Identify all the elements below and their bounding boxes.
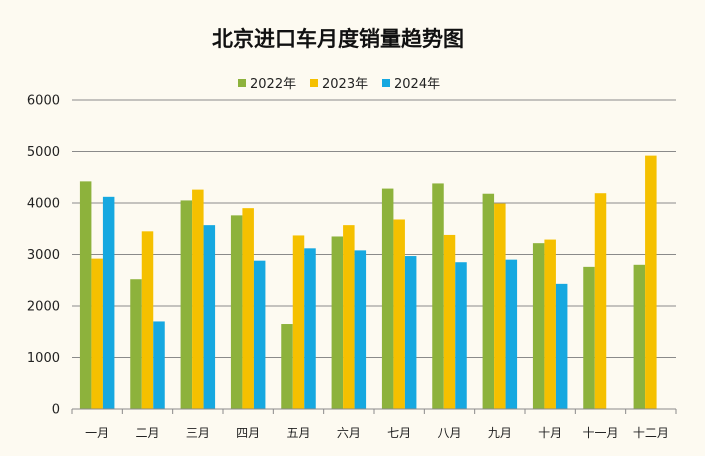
legend: 2022年 2023年 2024年 (238, 77, 440, 92)
legend-swatch (238, 79, 246, 87)
bar (102, 196, 115, 409)
bar (505, 259, 518, 409)
x-tick-label: 九月 (488, 426, 512, 440)
x-tick-label: 四月 (236, 426, 260, 440)
bar (432, 183, 444, 409)
chart-title: 北京进口车月度销量趋势图 (212, 27, 464, 51)
legend-label: 2023年 (322, 77, 368, 92)
bar (482, 193, 495, 409)
bar (354, 250, 367, 409)
bar (544, 239, 556, 409)
bar (230, 215, 243, 409)
x-axis: 一月 二月 三月 四月 五月 六月 七月 八月 九月 十月 十一月 十二月 (71, 408, 677, 440)
bar (393, 219, 405, 409)
bar (180, 200, 193, 409)
legend-swatch (310, 79, 318, 87)
bar (455, 262, 467, 409)
bar (253, 260, 266, 409)
x-tick-label: 三月 (186, 426, 210, 440)
bar (192, 189, 204, 409)
bar (79, 181, 92, 409)
bar (381, 188, 394, 409)
x-tick-label: 十一月 (582, 426, 618, 440)
legend-label: 2024年 (394, 77, 440, 92)
bar (404, 256, 417, 409)
x-tick-label: 十月 (538, 426, 562, 440)
bar (91, 258, 103, 409)
y-tick-label: 2000 (27, 300, 60, 315)
bar (645, 155, 657, 409)
bar (594, 193, 607, 409)
legend-swatch (382, 79, 390, 87)
bar (343, 225, 355, 409)
y-axis-ticks: 0 1000 2000 3000 4000 5000 6000 (27, 94, 60, 418)
y-tick-label: 1000 (27, 351, 60, 366)
bar (633, 264, 646, 409)
x-tick-label: 五月 (286, 426, 310, 440)
x-tick-label: 十二月 (633, 426, 669, 440)
bars (79, 155, 657, 409)
y-tick-label: 0 (52, 403, 60, 418)
y-tick-label: 4000 (27, 197, 60, 212)
bar (292, 235, 305, 409)
bar (130, 279, 142, 409)
bar (555, 283, 568, 409)
gridlines (72, 99, 676, 358)
x-tick-label: 七月 (387, 426, 411, 440)
bar (242, 208, 254, 409)
bar (494, 203, 506, 409)
bar (304, 248, 316, 409)
bar (153, 321, 165, 409)
x-tick-label: 一月 (85, 426, 109, 440)
bar (203, 225, 216, 409)
y-tick-label: 6000 (27, 94, 60, 109)
legend-label: 2022年 (250, 77, 296, 92)
bar (583, 266, 595, 409)
y-tick-label: 5000 (27, 145, 60, 160)
x-tick-label: 八月 (437, 426, 461, 440)
bar (443, 234, 456, 409)
bar (141, 231, 154, 409)
y-tick-label: 3000 (27, 248, 60, 263)
bar (281, 324, 293, 409)
bar (532, 243, 545, 409)
x-tick-label: 二月 (135, 426, 159, 440)
x-tick-label: 六月 (337, 426, 361, 440)
bar (331, 236, 344, 409)
